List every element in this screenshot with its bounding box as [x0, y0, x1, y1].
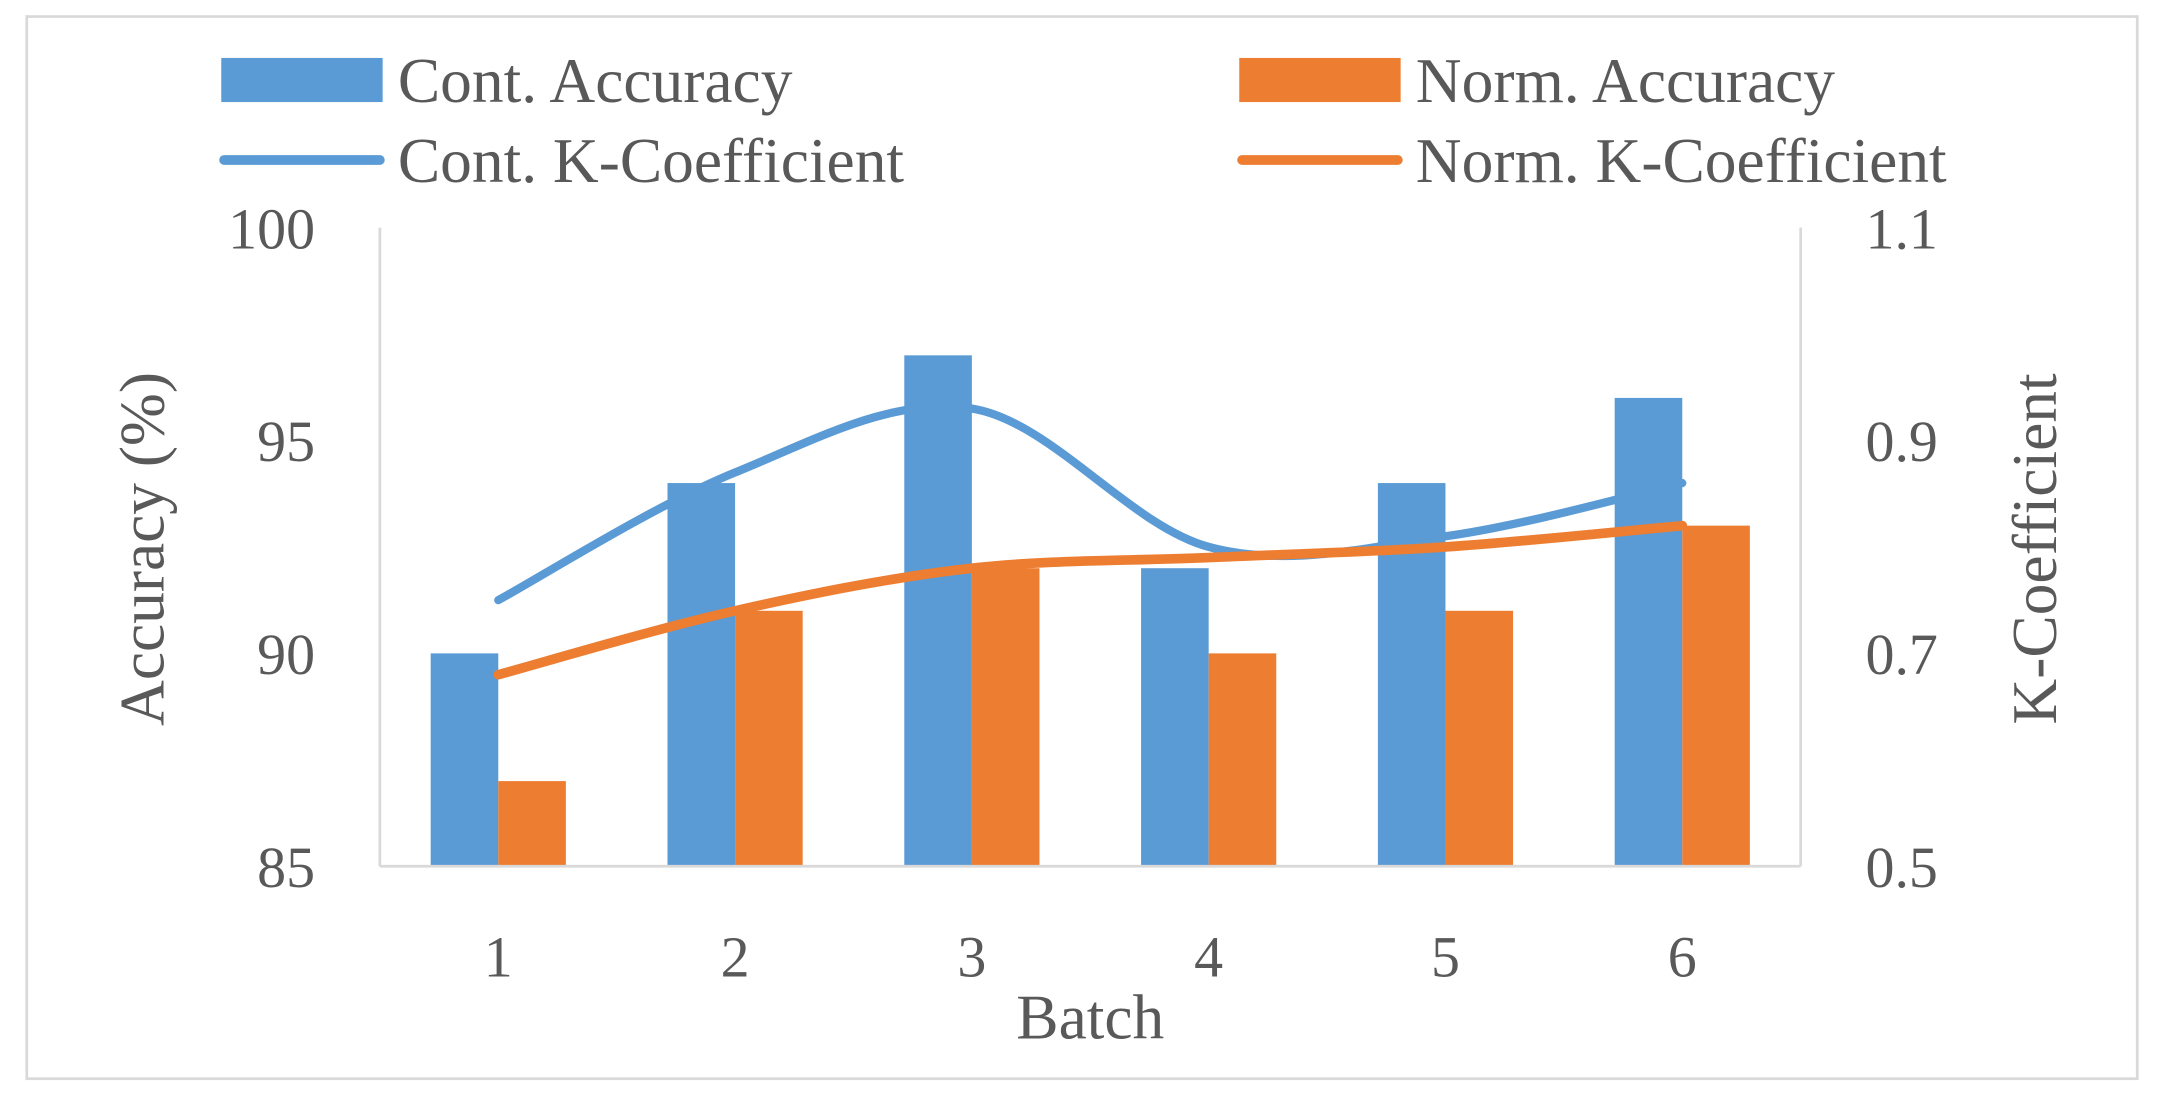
bar-cont-accuracy-2 [667, 483, 736, 867]
y-tick-label: 90 [257, 622, 315, 687]
y2-tick-label: 1.1 [1865, 196, 1937, 261]
y2-tick-label: 0.9 [1865, 409, 1937, 474]
x-tick-label: 5 [1431, 925, 1460, 990]
line-norm-k-coefficient [493, 520, 1688, 680]
bar-cont-accuracy-3 [904, 355, 972, 867]
y-tick-label: 95 [257, 409, 315, 474]
bar-norm-accuracy-4 [1208, 653, 1277, 867]
y2-tick-label: 0.5 [1865, 835, 1937, 900]
legend: Cont. Accuracy Norm. Accuracy Cont. K-Coef… [219, 45, 1947, 196]
legend-label: Norm. Accuracy [1416, 45, 1836, 116]
axes: 85 90 95 100 0.5 0.7 0.9 1.1 1 2 3 4 5 6 [228, 196, 1938, 989]
legend-swatch [221, 57, 383, 103]
bar-norm-accuracy-1 [498, 781, 566, 867]
bar-norm-accuracy-2 [735, 610, 803, 867]
bar-cont-accuracy-1 [430, 653, 499, 867]
y-axis-label: Accuracy (%) [106, 372, 177, 726]
bar-cont-accuracy-6 [1614, 397, 1683, 867]
bar-norm-accuracy-5 [1445, 610, 1514, 867]
bar-norm-accuracy-3 [971, 568, 1040, 867]
x-tick-label: 2 [721, 925, 750, 990]
legend-swatch [1239, 57, 1401, 103]
x-tick-label: 1 [484, 925, 513, 990]
x-tick-label: 3 [957, 925, 986, 990]
bars [430, 355, 1750, 867]
lines [493, 402, 1688, 680]
x-tick-label: 4 [1194, 925, 1223, 990]
legend-label: Cont. K-Coefficient [398, 125, 905, 196]
x-axis-label: Batch [1016, 982, 1164, 1053]
legend-label: Cont. Accuracy [398, 45, 793, 116]
legend-label: Norm. K-Coefficient [1416, 125, 1947, 196]
line-cont-k-coefficient [494, 402, 1687, 605]
x-tick-label: 6 [1668, 925, 1697, 990]
bar-norm-accuracy-6 [1682, 525, 1750, 867]
y2-tick-label: 0.7 [1865, 622, 1937, 687]
bar-cont-accuracy-4 [1141, 568, 1209, 867]
y-tick-label: 100 [228, 196, 315, 261]
y-tick-label: 85 [257, 835, 315, 900]
y2-axis-label: K-Coefficient [1999, 373, 2070, 725]
